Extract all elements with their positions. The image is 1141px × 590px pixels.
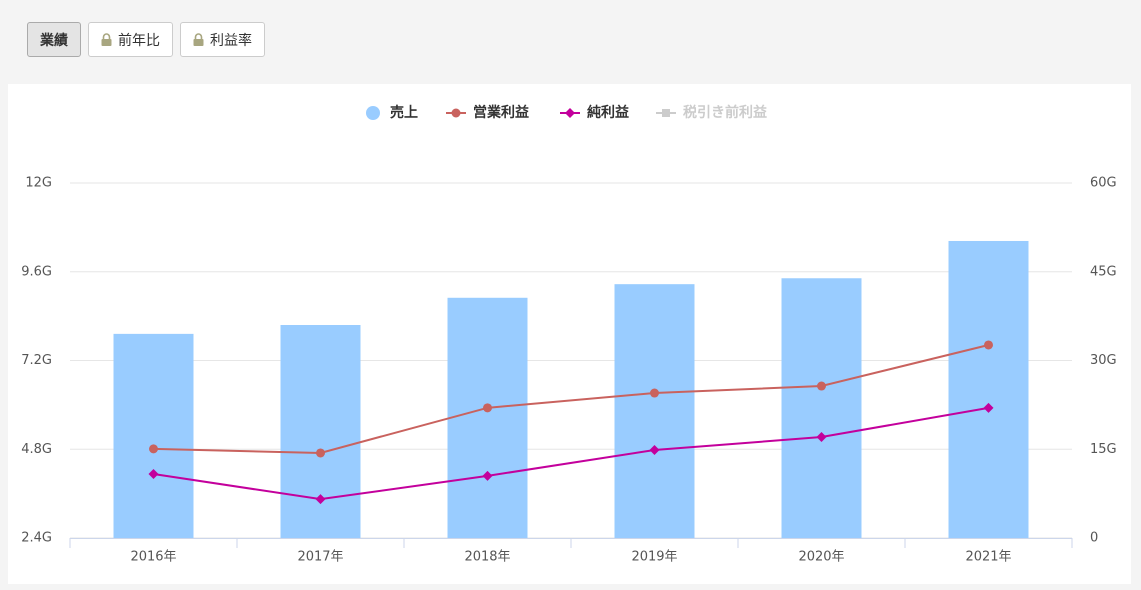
y2-tick-label: 0 xyxy=(1090,531,1098,546)
y-tick-label: 4.8G xyxy=(21,442,52,457)
legend-swatch xyxy=(366,106,380,120)
x-tick-label: 2021年 xyxy=(965,550,1011,565)
x-tick-label: 2016年 xyxy=(130,550,176,565)
legend-marker xyxy=(662,109,670,117)
tab[interactable]: 前年比 xyxy=(88,22,173,57)
x-tick-label: 2017年 xyxy=(297,550,343,565)
legend-label[interactable]: 純利益 xyxy=(587,104,629,121)
y-tick-label: 9.6G xyxy=(21,264,52,279)
line xyxy=(153,406,989,501)
x-tick-label: 2018年 xyxy=(464,550,510,565)
bar xyxy=(280,325,361,538)
point xyxy=(316,448,325,458)
y2-tick-label: 15G xyxy=(1090,442,1117,457)
line xyxy=(153,343,989,454)
legend-label[interactable]: 売上 xyxy=(390,104,418,121)
point xyxy=(148,469,159,480)
tab[interactable]: 業績 xyxy=(27,22,81,57)
y2-tick-label: 30G xyxy=(1090,353,1117,368)
legend-label[interactable]: 税引き前利益 xyxy=(683,104,767,121)
bar xyxy=(447,297,528,538)
point xyxy=(482,470,493,481)
bar xyxy=(113,333,194,538)
point xyxy=(983,402,994,413)
tabs: 業績 前年比 利益率 xyxy=(27,22,265,57)
point xyxy=(149,444,158,454)
y-tick-label: 12G xyxy=(25,176,52,191)
legend-marker xyxy=(565,108,575,118)
x-tick-label: 2020年 xyxy=(798,550,844,565)
legend-label[interactable]: 営業利益 xyxy=(473,104,529,121)
chart-panel xyxy=(8,84,1131,584)
point xyxy=(649,444,660,455)
y2-tick-label: 45G xyxy=(1090,264,1117,279)
tab-label: 前年比 xyxy=(118,32,160,49)
bar xyxy=(948,240,1029,538)
point xyxy=(816,432,827,443)
tab-label: 利益率 xyxy=(210,32,252,49)
point xyxy=(984,340,993,350)
legend-marker xyxy=(451,108,461,118)
point xyxy=(650,388,659,398)
point xyxy=(315,494,326,505)
tab[interactable]: 利益率 xyxy=(180,22,265,57)
lock-icon xyxy=(193,33,204,46)
y2-tick-label: 60G xyxy=(1090,176,1117,191)
bar xyxy=(614,284,695,538)
x-tick-label: 2019年 xyxy=(631,550,677,565)
point xyxy=(817,381,826,391)
lock-icon xyxy=(101,33,112,46)
point xyxy=(483,403,492,413)
bar xyxy=(781,278,862,538)
y-tick-label: 7.2G xyxy=(21,353,52,368)
y-tick-label: 2.4G xyxy=(21,531,52,546)
